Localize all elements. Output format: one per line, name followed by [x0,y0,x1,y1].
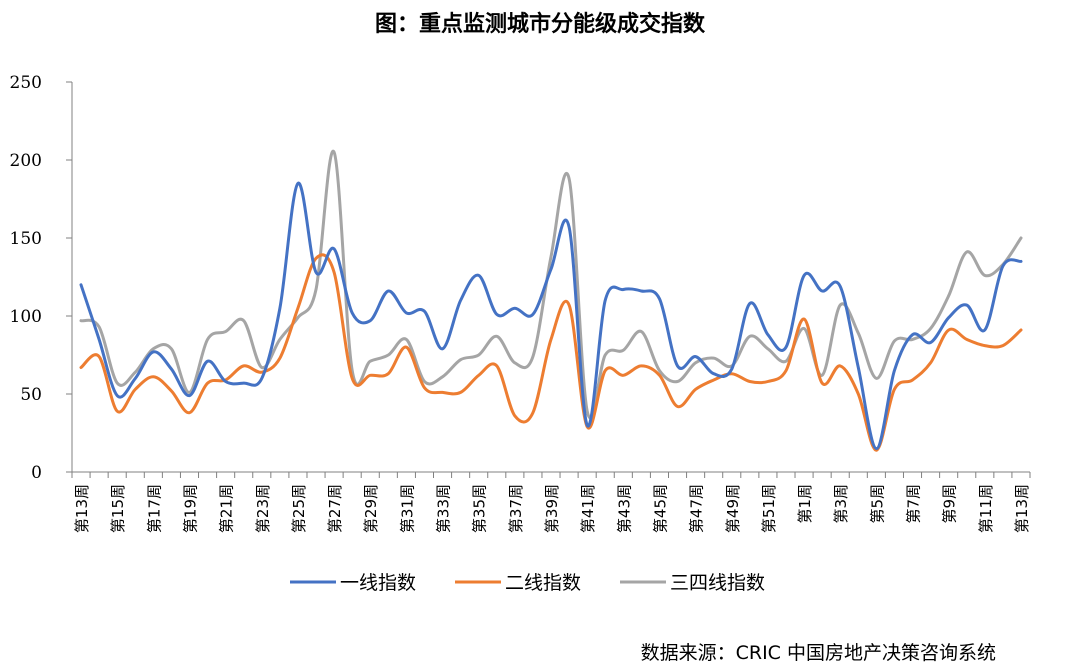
x-tick-label: 第27周 [326,484,344,533]
x-tick-label: 第35周 [471,484,489,533]
y-tick-label: 250 [10,73,42,93]
chart-axes [66,81,1031,478]
x-tick-label: 第1周 [796,484,814,524]
x-tick-label: 第25周 [290,484,308,533]
x-tick-label: 第33周 [435,484,453,533]
x-tick-label: 第41周 [579,484,597,533]
legend-label-2: 二线指数 [505,572,581,594]
chart-title: 图：重点监测城市分能级成交指数 [374,12,705,37]
legend-label-3: 三四线指数 [670,572,765,594]
x-tick-label: 第29周 [362,484,380,533]
legend: 一线指数 二线指数 三四线指数 [290,572,765,594]
series-line-2 [79,253,1023,452]
x-tick-label: 第23周 [254,484,272,533]
y-tick-label: 200 [10,151,42,171]
y-tick-label: 50 [20,385,42,405]
x-tick-label: 第5周 [868,484,886,524]
x-tick-label: 第45周 [651,484,669,533]
x-tick-label: 第37周 [507,484,525,533]
x-tick-label: 第19周 [181,484,199,533]
x-tick-label: 第39周 [543,484,561,533]
source-note: 数据来源：CRIC 中国房地产决策咨询系统 [640,642,996,664]
x-tick-label: 第43周 [615,484,633,533]
x-tick-label: 第15周 [109,484,127,533]
x-tick-label: 第17周 [145,484,163,533]
x-tick-label: 第31周 [398,484,416,533]
y-tick-label: 100 [10,307,42,327]
series-line-1 [79,181,1023,451]
x-tick-label: 第49周 [724,484,742,533]
legend-label-1: 一线指数 [340,572,416,594]
y-tick-label: 150 [10,229,42,249]
x-tick-label: 第13周 [1013,484,1031,533]
x-tick-label: 第47周 [688,484,706,533]
x-tick-label: 第9周 [941,484,959,524]
series-lines [79,149,1023,452]
x-tick-label: 第13周 [73,484,91,533]
x-tick-label: 第3周 [832,484,850,524]
x-tick-label: 第51周 [760,484,778,533]
x-tick-label: 第7周 [905,484,923,524]
series-line-3 [79,149,1023,420]
x-tick-label: 第21周 [218,484,236,533]
y-tick-label: 0 [31,463,42,483]
x-tick-label: 第11周 [977,484,995,533]
tick-labels: 050100150200250第13周 第15周 第17周 第19周 第21周 第23周第… [10,73,1031,533]
